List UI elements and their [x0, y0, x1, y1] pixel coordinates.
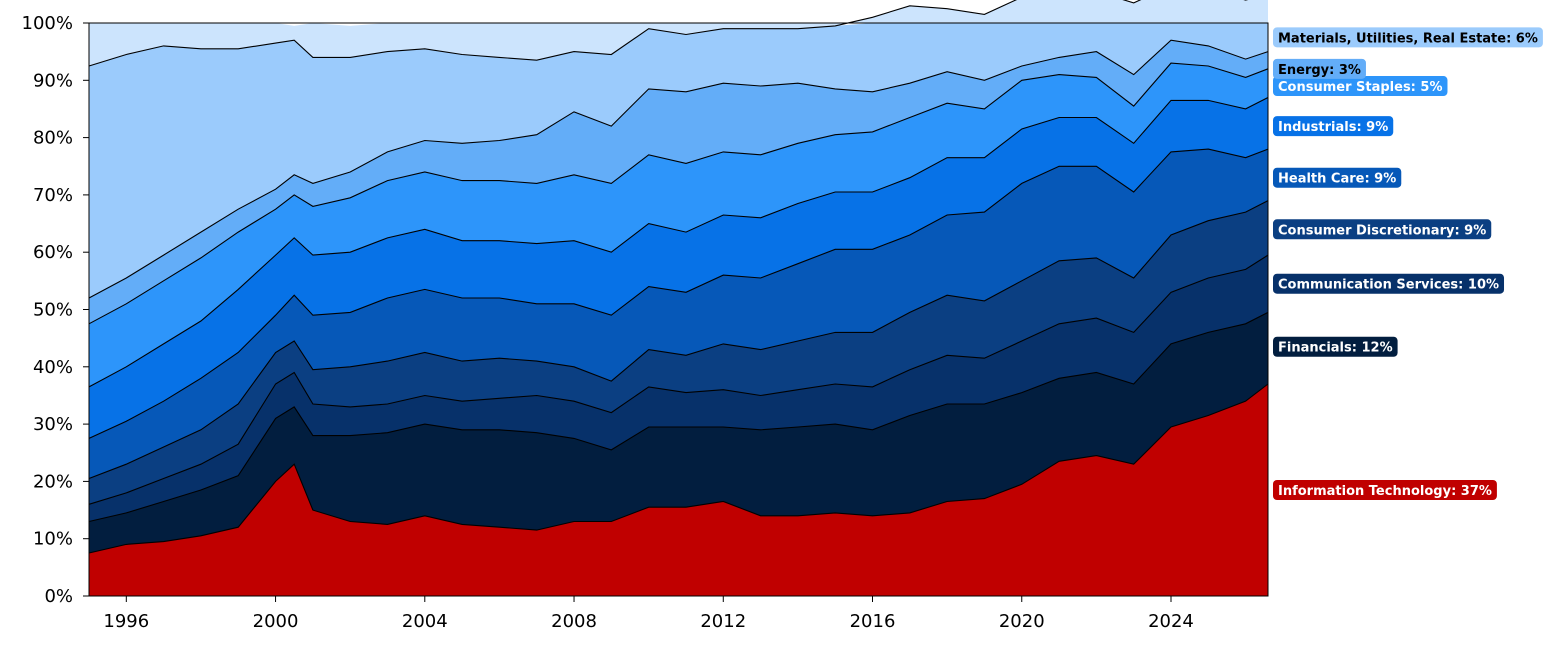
area-energy [89, 40, 1268, 324]
end-label-box [1273, 479, 1497, 500]
y-tick-label: 10% [33, 529, 73, 550]
area-consumer-staples [89, 63, 1268, 387]
end-label-text: Communication Services: 10% [1278, 278, 1499, 293]
end-label-text: Consumer Staples: 5% [1278, 80, 1442, 95]
end-label-box [1273, 336, 1398, 357]
end-label-financials: Financials: 12% [1273, 336, 1398, 357]
end-label-box [1273, 219, 1492, 240]
y-tick-label: 30% [33, 414, 73, 435]
y-tick-label: 80% [33, 128, 73, 149]
end-label-box [1273, 273, 1505, 294]
x-tick-label: 2020 [999, 611, 1045, 632]
boundary-line-energy [88, 39, 1269, 299]
end-label-text: Health Care: 9% [1278, 172, 1396, 187]
x-tick-label: 2004 [402, 611, 448, 632]
area-financials [89, 312, 1268, 553]
end-label-box [1273, 27, 1543, 48]
x-axis: 1996 2000 2004 2008 2012 2016 2020 2024 [103, 596, 1194, 632]
boundary-line-health-care [88, 148, 1269, 439]
y-tick-label: 60% [33, 242, 73, 263]
end-label-text: Materials, Utilities, Real Estate: 6% [1278, 31, 1538, 46]
area-layers [88, 0, 1269, 596]
y-tick-label: 40% [33, 357, 73, 378]
area-health-care [89, 149, 1268, 479]
end-label-industrials: Industrials: 9% [1273, 116, 1394, 137]
x-tick-label: 2016 [850, 611, 896, 632]
end-label-box [1273, 116, 1394, 137]
area-materials-utilities-real-estate [89, 23, 1268, 298]
y-tick-label: 0% [44, 586, 73, 607]
boundary-line-consumer-discretionary [88, 200, 1269, 480]
boundary-line-materials-utilities-real-estate [88, 0, 1249, 67]
y-tick-label: 70% [33, 185, 73, 206]
y-axis: 0% 10% 20% 30% 40% 50% 60% 70% 80% 90% 100% [22, 13, 89, 607]
end-label-information-technology: Information Technology: 37% [1273, 479, 1497, 500]
end-label-text: Information Technology: 37% [1278, 484, 1492, 499]
y-tick-label: 50% [33, 300, 73, 321]
end-label-text: Consumer Discretionary: 9% [1278, 223, 1486, 238]
end-label-box [1273, 167, 1402, 188]
x-tick-label: 2008 [551, 611, 597, 632]
y-tick-label: 20% [33, 471, 73, 492]
end-label-box [1273, 58, 1366, 79]
end-label-text: Energy: 3% [1278, 63, 1361, 78]
boundary-line-financials [88, 311, 1269, 523]
boundary-line-industrials [88, 97, 1269, 388]
boundary-line-consumer-staples [88, 62, 1269, 325]
end-label-box [1273, 76, 1448, 97]
x-tick-label: 2000 [253, 611, 299, 632]
end-label-energy: Energy: 3% [1273, 58, 1366, 79]
end-label-communication-services: Communication Services: 10% [1273, 273, 1505, 294]
x-tick-label: 1996 [103, 611, 149, 632]
x-tick-label: 2024 [1148, 611, 1194, 632]
y-tick-label: 100% [22, 13, 73, 34]
x-tick-label: 2012 [700, 611, 746, 632]
end-label-health-care: Health Care: 9% [1273, 167, 1402, 188]
boundary-line-communication-services [88, 254, 1269, 505]
boundary-line-information-technology [88, 383, 1269, 554]
y-tick-label: 90% [33, 70, 73, 91]
end-label-text: Financials: 12% [1278, 341, 1393, 356]
end-labels: Information Technology: 37% Financials: 1… [1273, 27, 1543, 500]
end-label-materials-utilities-real-estate: Materials, Utilities, Real Estate: 6% [1273, 27, 1543, 48]
area-information-technology [89, 384, 1268, 596]
end-label-consumer-discretionary: Consumer Discretionary: 9% [1273, 219, 1492, 240]
end-label-text: Industrials: 9% [1278, 120, 1388, 135]
end-label-consumer-staples: Consumer Staples: 5% [1273, 76, 1448, 97]
area-industrials [89, 97, 1268, 439]
